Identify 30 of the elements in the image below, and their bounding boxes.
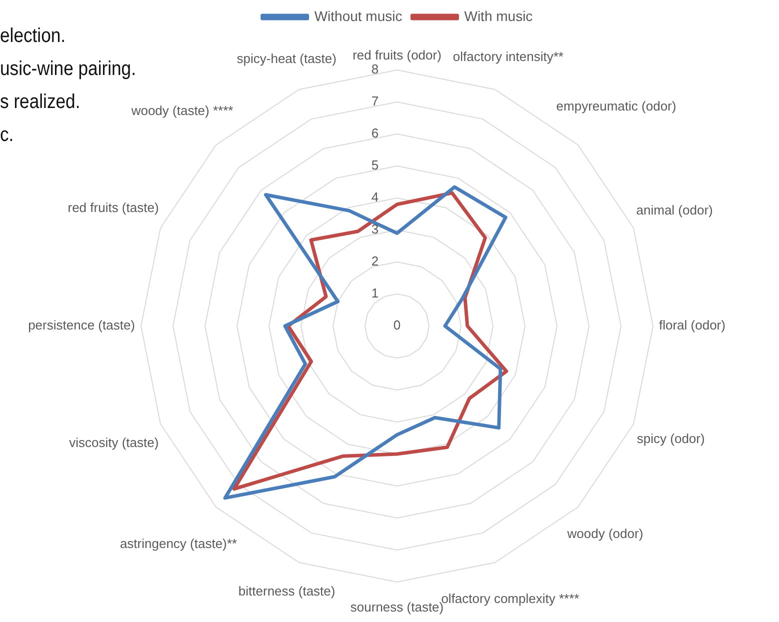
spoke-label: spicy (odor) (636, 431, 705, 446)
y-tick-label: 5 (371, 158, 379, 173)
spoke-label: olfactory intensity** (452, 49, 564, 64)
text: election. (0, 24, 67, 49)
spoke-label: viscosity (taste) (69, 434, 159, 450)
legend-label: With music (464, 8, 533, 24)
spoke-label: empyreumatic (odor) (556, 98, 676, 114)
spoke-label: olfactory complexity **** (441, 590, 580, 606)
spoke-label: red fruits (odor) (352, 48, 442, 63)
y-tick-label: 7 (371, 94, 379, 109)
legend-label: Without music (314, 8, 402, 24)
spoke-label: bitterness (taste) (238, 584, 336, 599)
spoke-label: floral (odor) (659, 318, 726, 333)
y-tick-label: 3 (371, 222, 379, 237)
spoke-label: astringency (taste)** (120, 536, 238, 552)
y-tick-label: 8 (371, 62, 379, 77)
spoke-label: animal (odor) (636, 202, 713, 218)
spoke-label: woody (odor) (566, 526, 644, 541)
text: s realized. (0, 91, 80, 113)
y-tick-label: 4 (371, 190, 379, 205)
y-tick-label: 0 (393, 318, 401, 333)
spoke-label: persistence (taste) (28, 318, 135, 333)
spoke-label: red fruits (taste) (68, 200, 159, 216)
spoke-label: woody (taste) **** (130, 102, 234, 118)
y-tick-label: 1 (371, 286, 379, 301)
text: usic-wine pairing. (0, 57, 136, 82)
y-tick-label: 6 (371, 126, 379, 141)
y-tick-label: 2 (371, 254, 379, 269)
spoke-label: spicy-heat (taste) (236, 51, 336, 66)
text: c. (0, 123, 15, 148)
